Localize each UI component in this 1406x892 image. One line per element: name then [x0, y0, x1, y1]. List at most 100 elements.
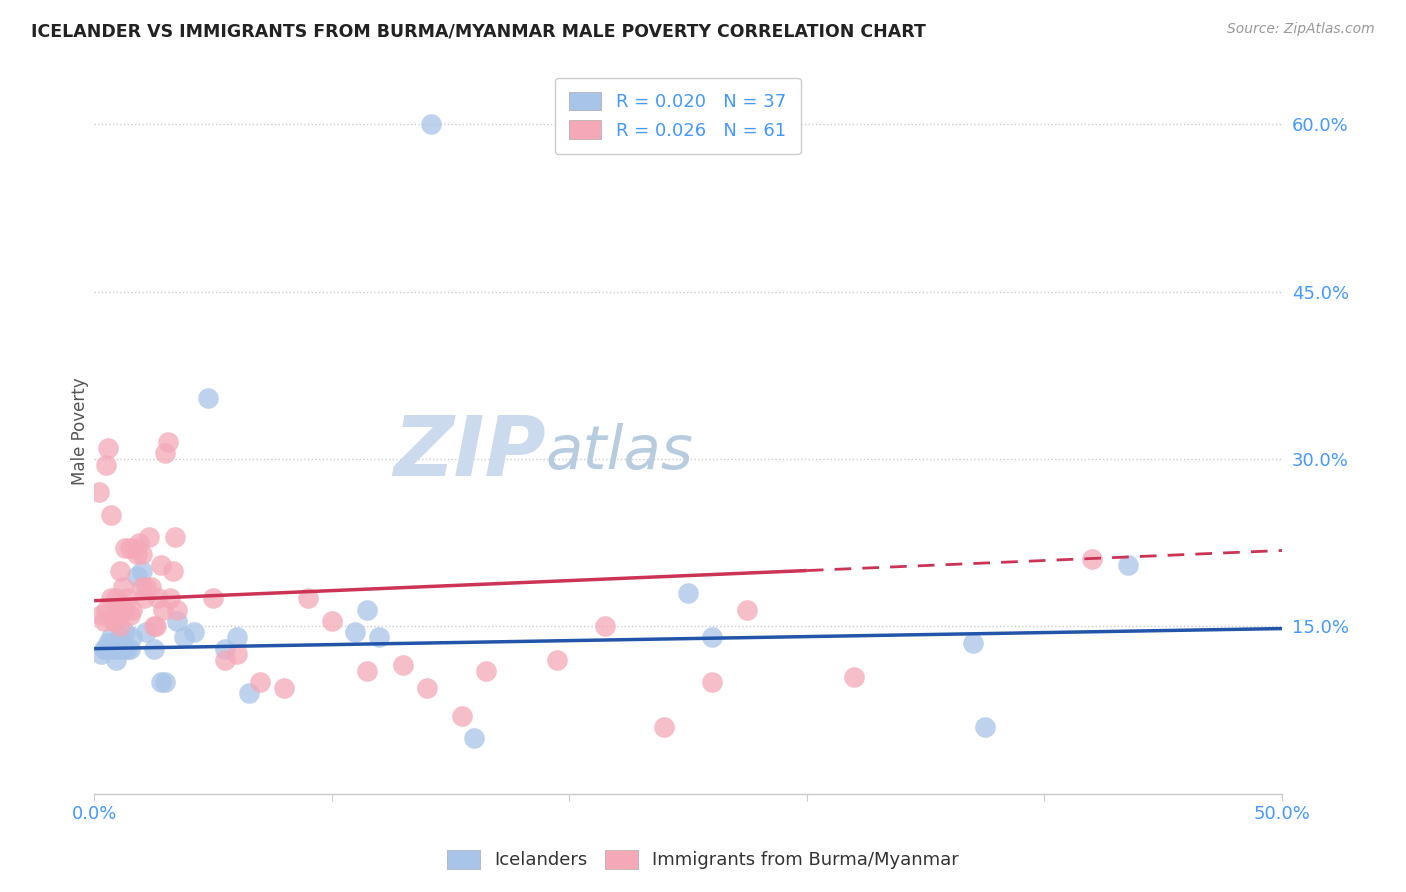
- Point: [100, 631, 122, 645]
- Legend: Icelanders, Immigrants from Burma/Myanmar: Icelanders, Immigrants from Burma/Myanma…: [439, 841, 967, 879]
- Point: [152, 602, 174, 616]
- Point: [101, 614, 124, 628]
- Point: [197, 391, 219, 405]
- Point: [104, 591, 127, 606]
- Point: [107, 608, 129, 623]
- Point: [110, 631, 132, 645]
- Point: [94, 458, 117, 472]
- Point: [156, 435, 179, 450]
- Point: [155, 446, 177, 460]
- Text: atlas: atlas: [546, 424, 693, 483]
- Point: [142, 641, 165, 656]
- Point: [97, 441, 120, 455]
- Point: [183, 624, 205, 639]
- Point: [273, 681, 295, 695]
- Point: [110, 619, 132, 633]
- Point: [356, 602, 378, 616]
- Point: [141, 580, 163, 594]
- Point: [90, 608, 112, 623]
- Point: [593, 619, 616, 633]
- Point: [111, 580, 134, 594]
- Point: [131, 564, 153, 578]
- Point: [700, 675, 723, 690]
- Point: [93, 641, 115, 656]
- Point: [416, 681, 439, 695]
- Point: [114, 541, 136, 556]
- Point: [173, 631, 195, 645]
- Point: [131, 547, 153, 561]
- Point: [138, 530, 160, 544]
- Point: [117, 641, 139, 656]
- Point: [97, 636, 120, 650]
- Point: [475, 664, 498, 678]
- Point: [962, 636, 984, 650]
- Point: [201, 591, 224, 606]
- Point: [159, 591, 181, 606]
- Point: [145, 619, 167, 633]
- Text: ICELANDER VS IMMIGRANTS FROM BURMA/MYANMAR MALE POVERTY CORRELATION CHART: ICELANDER VS IMMIGRANTS FROM BURMA/MYANM…: [31, 22, 925, 40]
- Point: [110, 564, 132, 578]
- Point: [104, 653, 127, 667]
- Point: [125, 569, 148, 583]
- Point: [1116, 558, 1139, 572]
- Point: [297, 591, 319, 606]
- Point: [652, 720, 675, 734]
- Point: [104, 614, 127, 628]
- Point: [737, 602, 759, 616]
- Point: [128, 535, 150, 549]
- Point: [546, 653, 568, 667]
- Point: [974, 720, 997, 734]
- Point: [148, 591, 170, 606]
- Text: ZIP: ZIP: [392, 412, 546, 493]
- Point: [135, 624, 157, 639]
- Point: [107, 641, 129, 656]
- Point: [94, 641, 117, 656]
- Point: [90, 647, 112, 661]
- Point: [163, 530, 186, 544]
- Point: [94, 602, 117, 616]
- Point: [142, 619, 165, 633]
- Point: [1081, 552, 1104, 566]
- Point: [392, 658, 415, 673]
- Point: [225, 631, 247, 645]
- Point: [162, 564, 184, 578]
- Point: [249, 675, 271, 690]
- Point: [166, 602, 188, 616]
- Point: [117, 591, 139, 606]
- Point: [114, 624, 136, 639]
- Point: [344, 624, 367, 639]
- Text: Source: ZipAtlas.com: Source: ZipAtlas.com: [1227, 22, 1375, 37]
- Point: [420, 117, 443, 131]
- Point: [368, 631, 391, 645]
- Point: [451, 708, 474, 723]
- Point: [131, 580, 153, 594]
- Point: [114, 602, 136, 616]
- Point: [135, 580, 157, 594]
- Point: [124, 541, 146, 556]
- Point: [463, 731, 485, 745]
- Point: [225, 647, 247, 661]
- Point: [676, 586, 699, 600]
- Point: [155, 675, 177, 690]
- Point: [321, 614, 343, 628]
- Point: [149, 675, 172, 690]
- Point: [149, 558, 172, 572]
- Point: [101, 641, 124, 656]
- Point: [87, 485, 110, 500]
- Point: [118, 608, 141, 623]
- Legend: R = 0.020   N = 37, R = 0.026   N = 61: R = 0.020 N = 37, R = 0.026 N = 61: [554, 78, 800, 154]
- Point: [100, 591, 122, 606]
- Point: [844, 669, 866, 683]
- Point: [125, 547, 148, 561]
- Point: [166, 614, 188, 628]
- Point: [111, 641, 134, 656]
- Y-axis label: Male Poverty: Male Poverty: [72, 377, 89, 485]
- Point: [118, 641, 141, 656]
- Point: [93, 614, 115, 628]
- Point: [700, 631, 723, 645]
- Point: [238, 686, 260, 700]
- Point: [214, 653, 236, 667]
- Point: [132, 591, 155, 606]
- Point: [121, 602, 143, 616]
- Point: [214, 641, 236, 656]
